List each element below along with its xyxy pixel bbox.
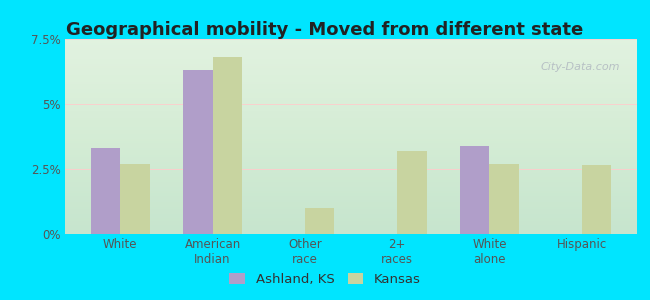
Bar	[582, 165, 611, 234]
Text: Geographical mobility - Moved from different state: Geographical mobility - Moved from diffe…	[66, 21, 584, 39]
Legend: Ashland, KS, Kansas: Ashland, KS, Kansas	[226, 269, 424, 290]
Text: City-Data.com: City-Data.com	[540, 62, 620, 72]
Bar	[120, 164, 150, 234]
Bar	[397, 151, 426, 234]
Bar	[460, 146, 489, 234]
Bar	[183, 70, 213, 234]
Bar	[213, 57, 242, 234]
Bar	[489, 164, 519, 234]
Bar	[305, 208, 334, 234]
Bar	[91, 148, 120, 234]
